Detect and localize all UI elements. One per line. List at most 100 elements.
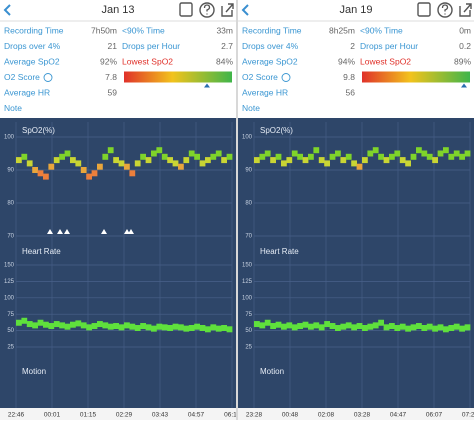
trace-mark: [297, 323, 303, 330]
x-tick-label: 23:28: [246, 412, 263, 419]
trace-mark: [205, 326, 211, 333]
trace-mark: [64, 150, 71, 157]
back-button[interactable]: [3, 4, 11, 16]
trace-mark: [254, 321, 260, 328]
trace-mark: [443, 147, 449, 154]
trace-mark: [70, 321, 76, 328]
trace-mark: [194, 323, 200, 330]
trace-mark: [367, 323, 374, 330]
stat-label: Lowest SpO2: [122, 56, 173, 66]
x-tick-label: 02:08: [318, 412, 335, 419]
stat-value: 56: [346, 87, 356, 97]
trace-mark: [399, 157, 406, 164]
trace-mark: [302, 157, 309, 164]
chart-title: Heart Rate: [260, 247, 299, 256]
trace-mark: [205, 157, 211, 164]
trace-mark: [264, 150, 271, 157]
x-tick-label: 01:15: [80, 412, 97, 419]
trace-mark: [86, 173, 92, 180]
stat-value: 92%: [100, 56, 117, 66]
trace-mark: [432, 157, 438, 164]
trace-mark: [378, 319, 384, 326]
trace-mark: [167, 157, 173, 164]
trace-mark: [345, 153, 352, 160]
y-tick-label: 90: [7, 168, 14, 174]
trace-mark: [16, 157, 22, 164]
chart-area: [0, 118, 236, 408]
y-tick-label: 125: [242, 279, 253, 285]
x-tick-label: 00:48: [282, 412, 299, 419]
panel-divider: [236, 0, 238, 420]
stat-label: Drops over 4%: [4, 41, 61, 51]
trace-mark: [107, 323, 114, 330]
y-tick-label: 80: [7, 201, 14, 207]
help-icon[interactable]: [199, 2, 215, 18]
trace-mark: [32, 167, 38, 173]
trace-mark: [151, 150, 157, 157]
trace-mark: [426, 153, 433, 160]
x-tick-label: 03:43: [152, 412, 169, 419]
stat-label: Note: [242, 103, 260, 113]
drop-marker: [101, 229, 107, 234]
score-pointer: [204, 83, 210, 88]
x-tick-label: 04:57: [188, 412, 205, 419]
trace-mark: [199, 160, 206, 167]
trace-mark: [91, 170, 98, 177]
y-tick-label: 70: [7, 234, 14, 240]
trace-mark: [340, 157, 347, 164]
trace-mark: [453, 323, 460, 330]
trace-mark: [286, 157, 293, 164]
trace-mark: [215, 150, 222, 157]
trace-mark: [281, 160, 287, 167]
trace-mark: [161, 324, 168, 331]
drop-marker: [47, 229, 53, 234]
stat-label: Average SpO2: [4, 56, 60, 66]
trace-mark: [43, 173, 49, 180]
trace-mark: [37, 319, 44, 326]
trace-mark: [324, 160, 330, 167]
stat-value: 33m: [216, 25, 233, 35]
help-mark: [203, 4, 211, 15]
trace-mark: [188, 150, 195, 157]
trace-mark: [59, 322, 65, 329]
info-icon: [43, 73, 53, 82]
stat-label: O2 Score: [4, 72, 40, 82]
stat-value: 0m: [459, 25, 471, 35]
trace-mark: [102, 322, 109, 329]
trace-mark: [383, 324, 390, 331]
trace-mark: [394, 324, 401, 331]
y-tick-label: 100: [4, 135, 15, 141]
trace-mark: [91, 323, 98, 330]
y-tick-label: 70: [245, 234, 252, 240]
trace-mark: [156, 323, 163, 330]
trace-mark: [270, 157, 276, 164]
trace-mark: [405, 325, 411, 332]
trace-mark: [70, 157, 76, 164]
trace-mark: [329, 323, 336, 330]
trace-mark: [383, 157, 390, 164]
y-tick-label: 50: [7, 328, 14, 334]
trace-mark: [453, 150, 460, 157]
stat-value: 89%: [454, 56, 471, 66]
share-icon[interactable]: [221, 3, 234, 17]
y-tick-label: 100: [242, 295, 253, 301]
trace-mark: [302, 321, 309, 328]
trace-mark: [134, 160, 141, 167]
back-button[interactable]: [241, 4, 249, 16]
edit-icon[interactable]: [179, 2, 193, 17]
stat-label: Recording Time: [242, 25, 302, 35]
trace-mark: [167, 324, 173, 331]
share-icon[interactable]: [459, 3, 472, 17]
chart-title: SpO2(%): [260, 126, 293, 135]
trace-mark: [145, 157, 152, 164]
trace-mark: [43, 321, 49, 328]
edit-icon[interactable]: [417, 2, 431, 17]
trace-mark: [437, 150, 444, 157]
trace-mark: [291, 324, 298, 331]
trace-mark: [464, 324, 471, 331]
help-icon[interactable]: [437, 2, 453, 18]
trace-mark: [356, 323, 363, 330]
trace-mark: [464, 150, 471, 157]
trace-mark: [421, 324, 428, 331]
trace-mark: [26, 321, 33, 328]
